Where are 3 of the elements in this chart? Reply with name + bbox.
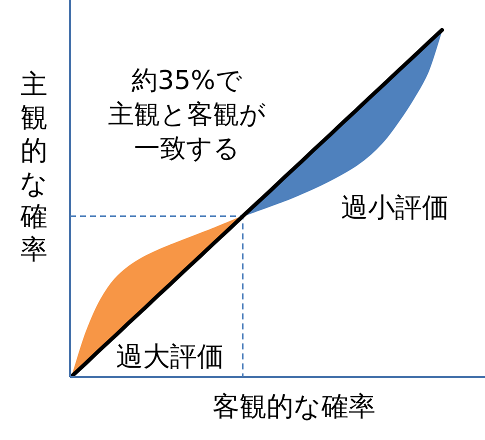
x-label: 客観的な確率 <box>212 392 376 422</box>
y-label: 主観的な確率 <box>20 70 48 266</box>
annotation: 約35%で主観と客観が一致する <box>108 66 266 164</box>
